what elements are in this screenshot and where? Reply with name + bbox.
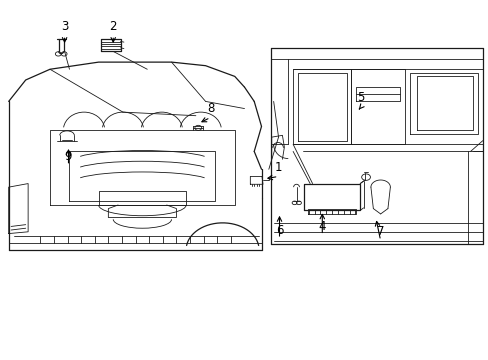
Text: 3: 3 [61, 20, 68, 33]
Text: 2: 2 [109, 20, 117, 33]
Text: 8: 8 [206, 102, 214, 115]
Text: 6: 6 [275, 224, 283, 237]
Text: 9: 9 [64, 150, 72, 163]
Text: 5: 5 [357, 91, 364, 104]
Text: 7: 7 [376, 225, 384, 238]
Text: 4: 4 [318, 220, 325, 233]
Text: 1: 1 [274, 161, 282, 174]
